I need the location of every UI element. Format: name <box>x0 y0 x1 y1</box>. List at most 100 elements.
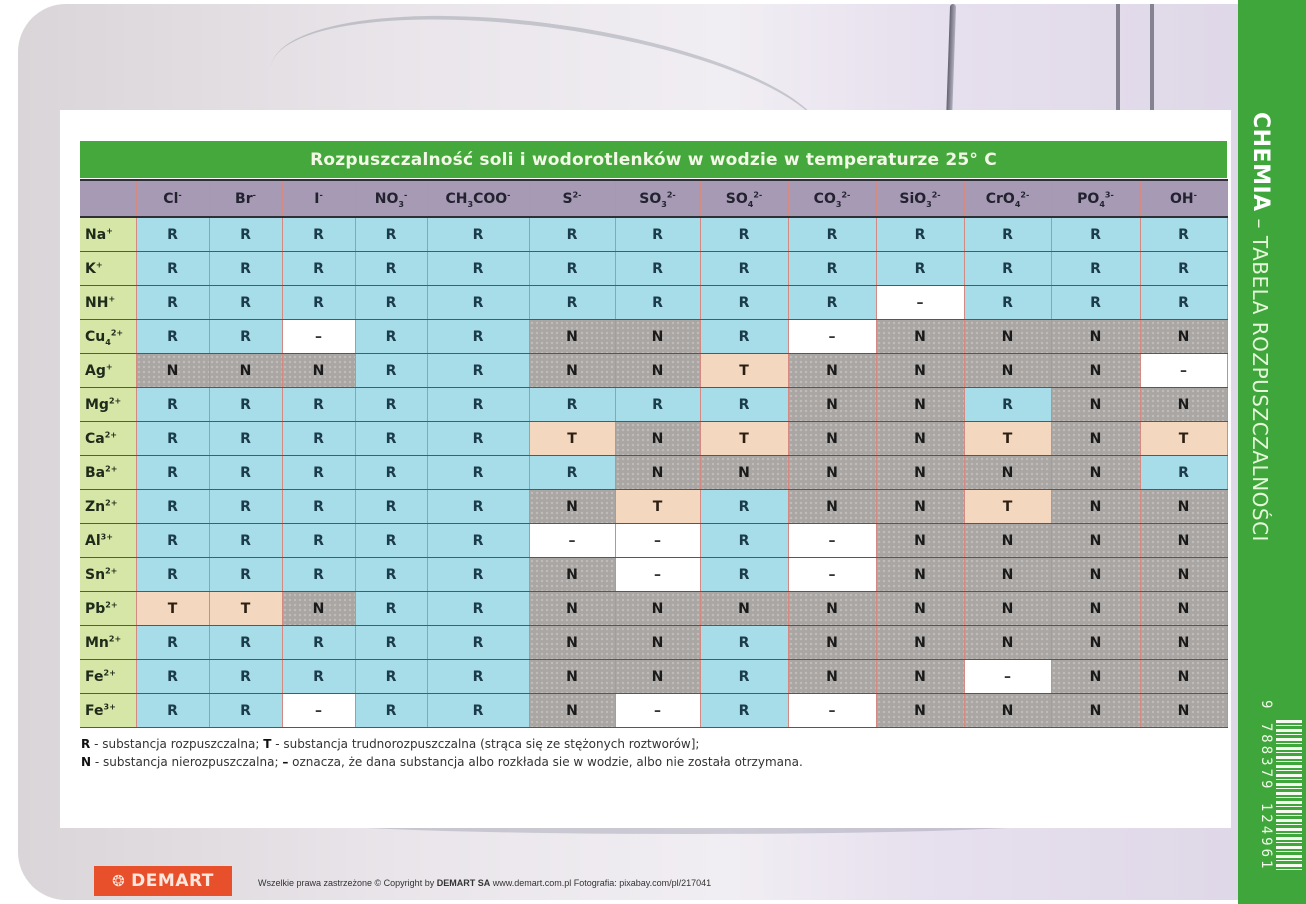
column-header-anion: Cl- <box>136 179 210 218</box>
solubility-cell: R <box>136 455 210 490</box>
solubility-cell: N <box>964 591 1052 626</box>
formula-base: Fe <box>85 702 104 719</box>
solubility-cell: – <box>876 285 965 320</box>
formula-charge: 3+ <box>100 531 113 541</box>
solubility-cell: R <box>355 659 428 694</box>
solubility-cell: N <box>1140 523 1228 558</box>
solubility-cell: R <box>529 217 616 252</box>
solubility-cell: R <box>427 353 530 388</box>
solubility-cell: N <box>615 659 701 694</box>
solubility-cell: R <box>209 557 283 592</box>
formula-base: Sn <box>85 566 106 583</box>
solubility-cell: N <box>788 489 877 524</box>
formula-charge: + <box>106 225 113 235</box>
solubility-cell: N <box>1051 387 1141 422</box>
formula-charge: + <box>105 361 113 371</box>
solubility-cell: N <box>964 319 1052 354</box>
formula-base: S <box>562 190 573 207</box>
formula-subscript: 4 <box>747 199 754 209</box>
table-row: Ca2+ R R R R R T N T N N T N T <box>80 421 1228 456</box>
formula-charge: 2+ <box>108 633 122 643</box>
formula-charge: - <box>319 189 323 199</box>
solubility-cell: R <box>136 557 210 592</box>
solubility-cell: R <box>615 217 701 252</box>
formula-base: Ba <box>85 464 106 481</box>
formula-charge: 3+ <box>103 701 116 711</box>
solubility-cell: R <box>700 557 789 592</box>
solubility-cell: R <box>282 421 356 456</box>
solubility-cell: R <box>700 251 789 286</box>
solubility-cell: R <box>427 455 530 490</box>
background-photo-flask-neck <box>1116 4 1154 124</box>
solubility-cell: – <box>282 693 356 728</box>
demart-logo: ❂ DEMART <box>94 866 232 896</box>
column-header-anion: PO43- <box>1051 179 1141 218</box>
column-header-anion: S2- <box>529 179 616 218</box>
solubility-cell: N <box>876 523 965 558</box>
table-row: Cu42+ R R – R R N N R – N N N N <box>80 319 1228 354</box>
solubility-cell: R <box>282 455 356 490</box>
legend-line-1: R - substancja rozpuszczalna; T - substa… <box>81 735 803 753</box>
solubility-cell: R <box>700 489 789 524</box>
formula-charge: - <box>507 189 511 199</box>
solubility-cell: N <box>615 421 701 456</box>
formula-charge: 2+ <box>105 463 118 473</box>
solubility-cell: R <box>700 285 789 320</box>
solubility-cell: N <box>788 625 877 660</box>
solubility-cell: R <box>427 557 530 592</box>
solubility-cell: N <box>964 455 1052 490</box>
solubility-cell: R <box>964 387 1052 422</box>
solubility-cell: R <box>209 387 283 422</box>
solubility-cell: N <box>1140 489 1228 524</box>
copyright-company: DEMART SA <box>436 878 491 888</box>
formula-base: CH <box>445 190 468 207</box>
legend-text: - substancja trudnorozpuszczalna (strąca… <box>271 737 700 751</box>
column-header-anion: OH- <box>1140 179 1228 218</box>
formula-base: Mg <box>85 396 109 413</box>
solubility-cell: R <box>427 659 530 694</box>
solubility-cell: N <box>1051 659 1141 694</box>
solubility-cell: R <box>1051 251 1141 286</box>
copyright-suffix: www.demart.com.pl Fotografia: pixabay.co… <box>490 878 712 888</box>
solubility-cell: T <box>615 489 701 524</box>
solubility-cell: N <box>1140 693 1228 728</box>
formula-base: Br <box>235 190 253 207</box>
row-header-cation: Fe3+ <box>80 693 137 728</box>
solubility-cell: R <box>1051 217 1141 252</box>
solubility-cell: R <box>788 217 877 252</box>
solubility-cell: N <box>529 591 616 626</box>
solubility-cell: – <box>788 557 877 592</box>
table-row: Pb2+ T T N R R N N N N N N N N <box>80 591 1228 626</box>
formula-charge: 2+ <box>108 395 122 405</box>
table-row: Al3+ R R R R R – – R – N N N N <box>80 523 1228 558</box>
row-header-cation: Al3+ <box>80 523 137 558</box>
formula-base: NH <box>85 294 109 311</box>
solubility-cell: R <box>209 319 283 354</box>
solubility-cell: R <box>355 217 428 252</box>
solubility-cell: N <box>529 557 616 592</box>
formula-charge: - <box>178 189 182 199</box>
solubility-cell: R <box>876 217 965 252</box>
formula-charge: - <box>252 189 256 199</box>
solubility-cell: N <box>876 421 965 456</box>
solubility-cell: T <box>700 353 789 388</box>
solubility-cell: R <box>1140 285 1228 320</box>
solubility-cell: N <box>788 455 877 490</box>
solubility-cell: R <box>209 659 283 694</box>
solubility-cell: R <box>355 319 428 354</box>
solubility-cell: R <box>1140 251 1228 286</box>
solubility-cell: N <box>529 489 616 524</box>
solubility-cell: R <box>964 285 1052 320</box>
solubility-cell: R <box>1140 455 1228 490</box>
solubility-cell: R <box>355 455 428 490</box>
side-subtitle: TABELA ROZPUSZCZALNOŚCI <box>1248 235 1272 542</box>
solubility-cell: R <box>427 489 530 524</box>
formula-charge: 2+ <box>105 599 118 609</box>
solubility-cell: N <box>876 591 965 626</box>
solubility-cell: R <box>427 591 530 626</box>
solubility-cell: R <box>427 693 530 728</box>
row-header-cation: Na+ <box>80 217 137 252</box>
solubility-cell: N <box>209 353 283 388</box>
solubility-cell: R <box>136 387 210 422</box>
formula-charge: 2+ <box>103 667 116 677</box>
